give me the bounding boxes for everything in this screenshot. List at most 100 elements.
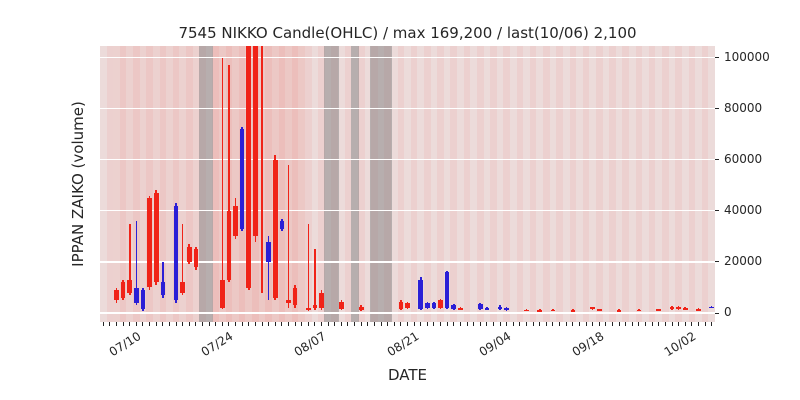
day-stripe <box>629 46 636 322</box>
x-tick <box>697 322 699 326</box>
plot-area <box>100 46 715 322</box>
x-tick <box>155 322 157 326</box>
candle-body <box>616 309 622 312</box>
x-tick <box>268 322 270 326</box>
x-tick <box>168 322 170 326</box>
x-tick <box>638 322 640 326</box>
day-stripe <box>595 46 603 322</box>
day-stripe <box>523 46 530 322</box>
candle-body <box>590 307 595 310</box>
day-stripe <box>331 46 339 322</box>
day-stripe <box>113 46 120 322</box>
gridline <box>100 261 715 263</box>
day-stripe <box>450 46 458 322</box>
x-tick <box>453 322 455 326</box>
day-stripe <box>159 46 167 322</box>
x-tick <box>347 322 349 326</box>
y-tick-label: 60000 <box>724 151 763 166</box>
candle-body <box>226 210 232 280</box>
x-tick <box>658 322 660 326</box>
candle-body <box>709 306 714 309</box>
gridline <box>100 312 715 314</box>
candle-body <box>246 46 252 288</box>
gridline <box>100 210 715 212</box>
x-tick <box>552 322 554 326</box>
day-stripe <box>318 46 325 322</box>
y-tick-label: 40000 <box>724 202 763 217</box>
x-tick <box>691 322 693 326</box>
x-tick-label: 07/24 <box>198 329 236 360</box>
candle-body <box>140 290 146 310</box>
day-stripe <box>556 46 563 322</box>
x-tick <box>367 322 369 326</box>
x-tick <box>195 322 197 326</box>
x-tick <box>585 322 587 326</box>
day-stripe <box>199 46 206 322</box>
candle-body <box>497 306 503 310</box>
x-tick <box>664 322 666 326</box>
day-stripe <box>410 46 418 322</box>
day-stripe <box>205 46 213 322</box>
y-tick <box>715 159 719 161</box>
x-tick <box>645 322 647 326</box>
x-tick <box>327 322 329 326</box>
calendar-band <box>324 46 339 322</box>
day-stripe <box>424 46 431 322</box>
x-tick <box>651 322 653 326</box>
x-tick <box>545 322 547 326</box>
day-stripe <box>576 46 583 322</box>
day-stripe <box>662 46 669 322</box>
day-stripe <box>510 46 517 322</box>
candle-body <box>220 279 225 308</box>
candle-wick <box>221 57 224 310</box>
calendar-band <box>213 46 305 322</box>
x-tick <box>307 322 309 326</box>
x-tick <box>598 322 600 326</box>
day-stripe <box>562 46 570 322</box>
x-tick-label: 09/18 <box>569 329 607 360</box>
x-tick <box>631 322 633 326</box>
day-stripe <box>503 46 510 322</box>
x-tick <box>526 322 528 326</box>
day-stripe <box>655 46 663 322</box>
x-tick <box>711 322 713 326</box>
x-tick <box>261 322 263 326</box>
day-stripe <box>357 46 365 322</box>
x-tick <box>466 322 468 326</box>
x-tick <box>215 322 217 326</box>
x-tick <box>704 322 706 326</box>
day-stripe <box>212 46 220 322</box>
candle-body <box>239 129 245 229</box>
candle-body <box>431 302 437 308</box>
day-stripe <box>278 46 286 322</box>
day-stripe <box>701 46 709 322</box>
x-tick <box>407 322 408 326</box>
x-tick <box>102 322 104 326</box>
candle-wick <box>287 164 290 308</box>
candle-body <box>153 192 159 283</box>
candle-body <box>173 205 179 301</box>
x-tick <box>340 322 342 326</box>
candle-body <box>292 287 298 306</box>
x-tick <box>202 322 203 326</box>
y-tick <box>715 56 719 59</box>
candle-body <box>127 279 133 293</box>
x-tick <box>420 322 422 326</box>
candle-body <box>444 272 450 308</box>
x-tick <box>287 322 289 326</box>
day-stripe <box>351 46 358 322</box>
day-stripe <box>708 46 715 322</box>
day-stripe <box>185 46 193 322</box>
x-tick-label: 09/04 <box>476 329 514 360</box>
day-stripe <box>635 46 643 322</box>
calendar-band <box>350 46 359 322</box>
day-stripe <box>516 46 524 322</box>
day-stripe <box>152 46 160 322</box>
candle-wick <box>181 223 184 296</box>
day-stripe <box>543 46 550 322</box>
candle-body <box>405 302 410 308</box>
x-tick-label: 08/07 <box>291 329 329 360</box>
candle-body <box>504 307 509 311</box>
day-stripe <box>437 46 444 322</box>
candle-body <box>134 287 139 303</box>
